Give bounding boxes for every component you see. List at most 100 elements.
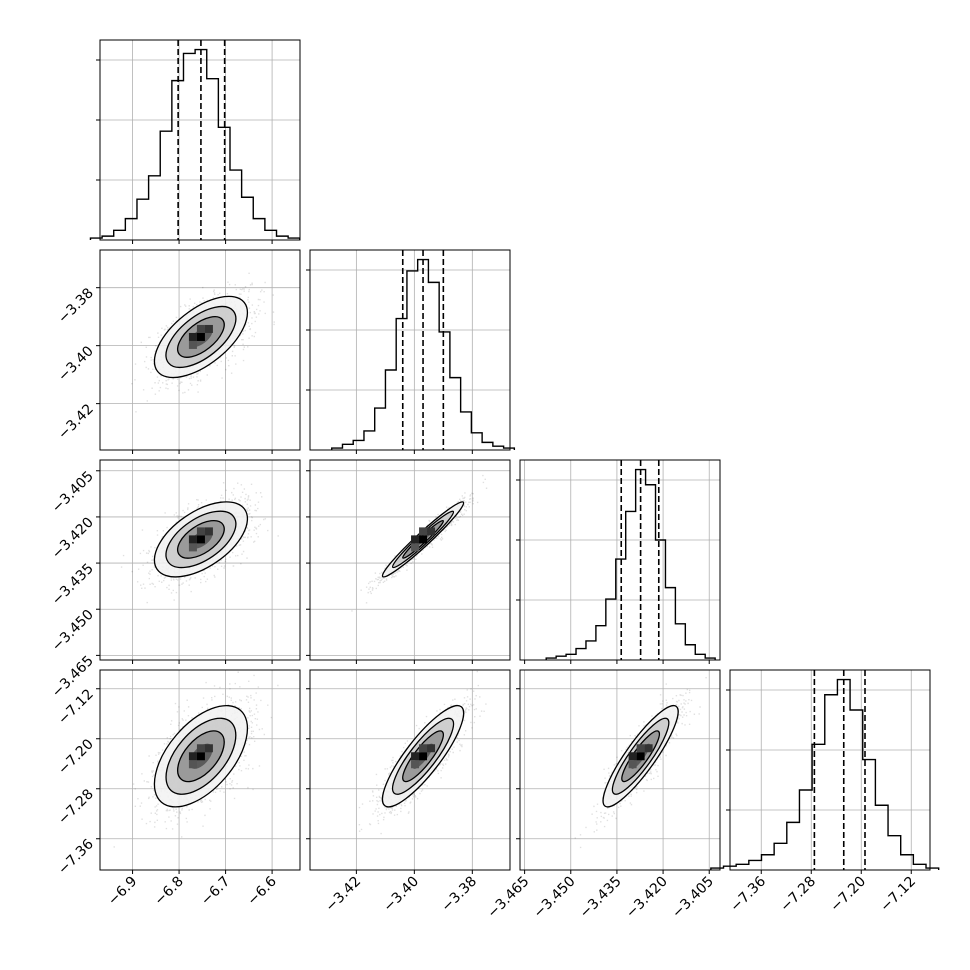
contour-line bbox=[381, 501, 465, 578]
axes-frame bbox=[309, 459, 511, 661]
contour-line bbox=[402, 730, 444, 783]
axes-frame bbox=[309, 249, 511, 451]
axes-frame bbox=[99, 459, 301, 661]
axes-frame bbox=[519, 459, 721, 661]
density-core-cell bbox=[196, 324, 205, 333]
histogram-panel-1 bbox=[306, 249, 516, 454]
histogram-panel-3: −7.36 −7.28 −7.20 −7.12 bbox=[710, 669, 940, 916]
density-core-cell bbox=[419, 535, 428, 544]
density-core-cell bbox=[419, 752, 428, 761]
density-core-cell bbox=[204, 527, 213, 536]
density-core-cell bbox=[411, 535, 420, 544]
density-core-cell bbox=[188, 543, 197, 552]
density-core-cell bbox=[204, 744, 213, 753]
contour-line bbox=[165, 305, 237, 369]
density-core-cell bbox=[628, 760, 637, 769]
contour-line bbox=[602, 704, 679, 808]
tick-label-x: −3.420 bbox=[623, 874, 671, 922]
tick-label-y: −3.405 bbox=[49, 468, 97, 516]
histogram-step-line bbox=[710, 678, 940, 870]
axes-frame bbox=[99, 249, 301, 451]
tick-label-x: −3.435 bbox=[577, 874, 625, 922]
tick-label-x: −3.38 bbox=[438, 874, 480, 916]
histogram-panel-0 bbox=[89, 39, 301, 244]
contour-line bbox=[611, 717, 670, 795]
density-core-cell bbox=[427, 744, 436, 753]
density-core-cell bbox=[196, 535, 205, 544]
density-core-cell bbox=[411, 543, 420, 552]
histogram-step-line bbox=[545, 468, 716, 660]
density-core-cell bbox=[628, 752, 637, 761]
tick-label-x: −3.465 bbox=[484, 874, 532, 922]
scatter-panel-0-2: −3.465−3.450−3.435−3.420−3.405 bbox=[49, 459, 301, 701]
tick-label-y: −3.38 bbox=[55, 285, 97, 327]
contour-line bbox=[381, 704, 465, 808]
density-core-cell bbox=[427, 527, 436, 536]
contour-line bbox=[621, 730, 661, 783]
tick-label-x: −7.20 bbox=[827, 874, 869, 916]
tick-label-x: −6.7 bbox=[198, 874, 233, 909]
tick-label-y: −7.28 bbox=[55, 786, 97, 828]
density-core-cell bbox=[188, 340, 197, 349]
scatter-area bbox=[351, 474, 488, 612]
scatter-area bbox=[113, 671, 279, 848]
tick-label-y: −7.36 bbox=[55, 836, 97, 878]
scatter-panel-0-1: −3.42 −3.40 −3.38 bbox=[55, 249, 301, 454]
tick-label-x: −6.9 bbox=[105, 874, 140, 909]
density-core-cell bbox=[411, 760, 420, 769]
axes-frame bbox=[309, 669, 511, 871]
contour-line bbox=[153, 704, 249, 808]
density-core-cell bbox=[196, 752, 205, 761]
tick-label-x: −7.12 bbox=[877, 874, 919, 916]
tick-label-x: −7.28 bbox=[777, 874, 819, 916]
axes-frame bbox=[519, 669, 721, 871]
contour-line bbox=[177, 316, 225, 358]
tick-label-y: −3.420 bbox=[49, 514, 97, 562]
tick-label-x: −3.450 bbox=[531, 874, 579, 922]
tick-label-y: −3.435 bbox=[49, 561, 97, 609]
tick-label-x: −6.6 bbox=[245, 873, 280, 908]
scatter-panel-1-2 bbox=[306, 459, 511, 664]
scatter-panel-1-3: −3.42 −3.40 −3.38 bbox=[306, 669, 511, 916]
histogram-panel-2 bbox=[516, 459, 721, 664]
contour-line bbox=[177, 730, 225, 783]
scatter-area bbox=[131, 272, 275, 413]
axes-frame bbox=[99, 669, 301, 871]
scatter-panel-0-3: −6.9 −6.8 −6.7 −6.6−7.36−7.28−7.20−7.12 bbox=[55, 669, 301, 909]
density-core-cell bbox=[188, 535, 197, 544]
density-core-cell bbox=[188, 752, 197, 761]
contour-line bbox=[391, 717, 455, 795]
density-core-cell bbox=[188, 332, 197, 341]
tick-label-x: −3.40 bbox=[381, 874, 423, 916]
density-core-cell bbox=[196, 744, 205, 753]
density-core-cell bbox=[188, 760, 197, 769]
scatter-area bbox=[120, 482, 279, 604]
tick-label-y: −3.450 bbox=[49, 607, 97, 655]
density-core-cell bbox=[419, 527, 428, 536]
density-core-cell bbox=[419, 744, 428, 753]
tick-label-y: −7.20 bbox=[55, 736, 97, 778]
axes-frame bbox=[99, 39, 301, 241]
contour-line bbox=[165, 510, 237, 569]
density-core-cell bbox=[411, 752, 420, 761]
contour-line bbox=[153, 501, 249, 578]
tick-label-x: −7.36 bbox=[727, 873, 769, 915]
tick-label-y: −3.40 bbox=[55, 343, 97, 385]
density-core-cell bbox=[196, 527, 205, 536]
density-core-cell bbox=[644, 744, 653, 753]
density-core-cell bbox=[636, 744, 645, 753]
contour-line bbox=[177, 519, 225, 559]
contour-line bbox=[165, 717, 237, 795]
scatter-area bbox=[358, 670, 487, 835]
density-core-cell bbox=[196, 332, 205, 341]
contour-line bbox=[153, 295, 249, 379]
scatter-panel-2-3: −3.465−3.450−3.435−3.420−3.405 bbox=[484, 669, 721, 922]
scatter-area bbox=[574, 676, 707, 849]
tick-label-x: −6.8 bbox=[152, 874, 187, 909]
density-core-cell bbox=[204, 324, 213, 333]
tick-label-x: −3.405 bbox=[669, 874, 717, 922]
density-core-cell bbox=[636, 752, 645, 761]
tick-label-y: −3.42 bbox=[55, 401, 97, 443]
histogram-step-line bbox=[89, 48, 301, 240]
